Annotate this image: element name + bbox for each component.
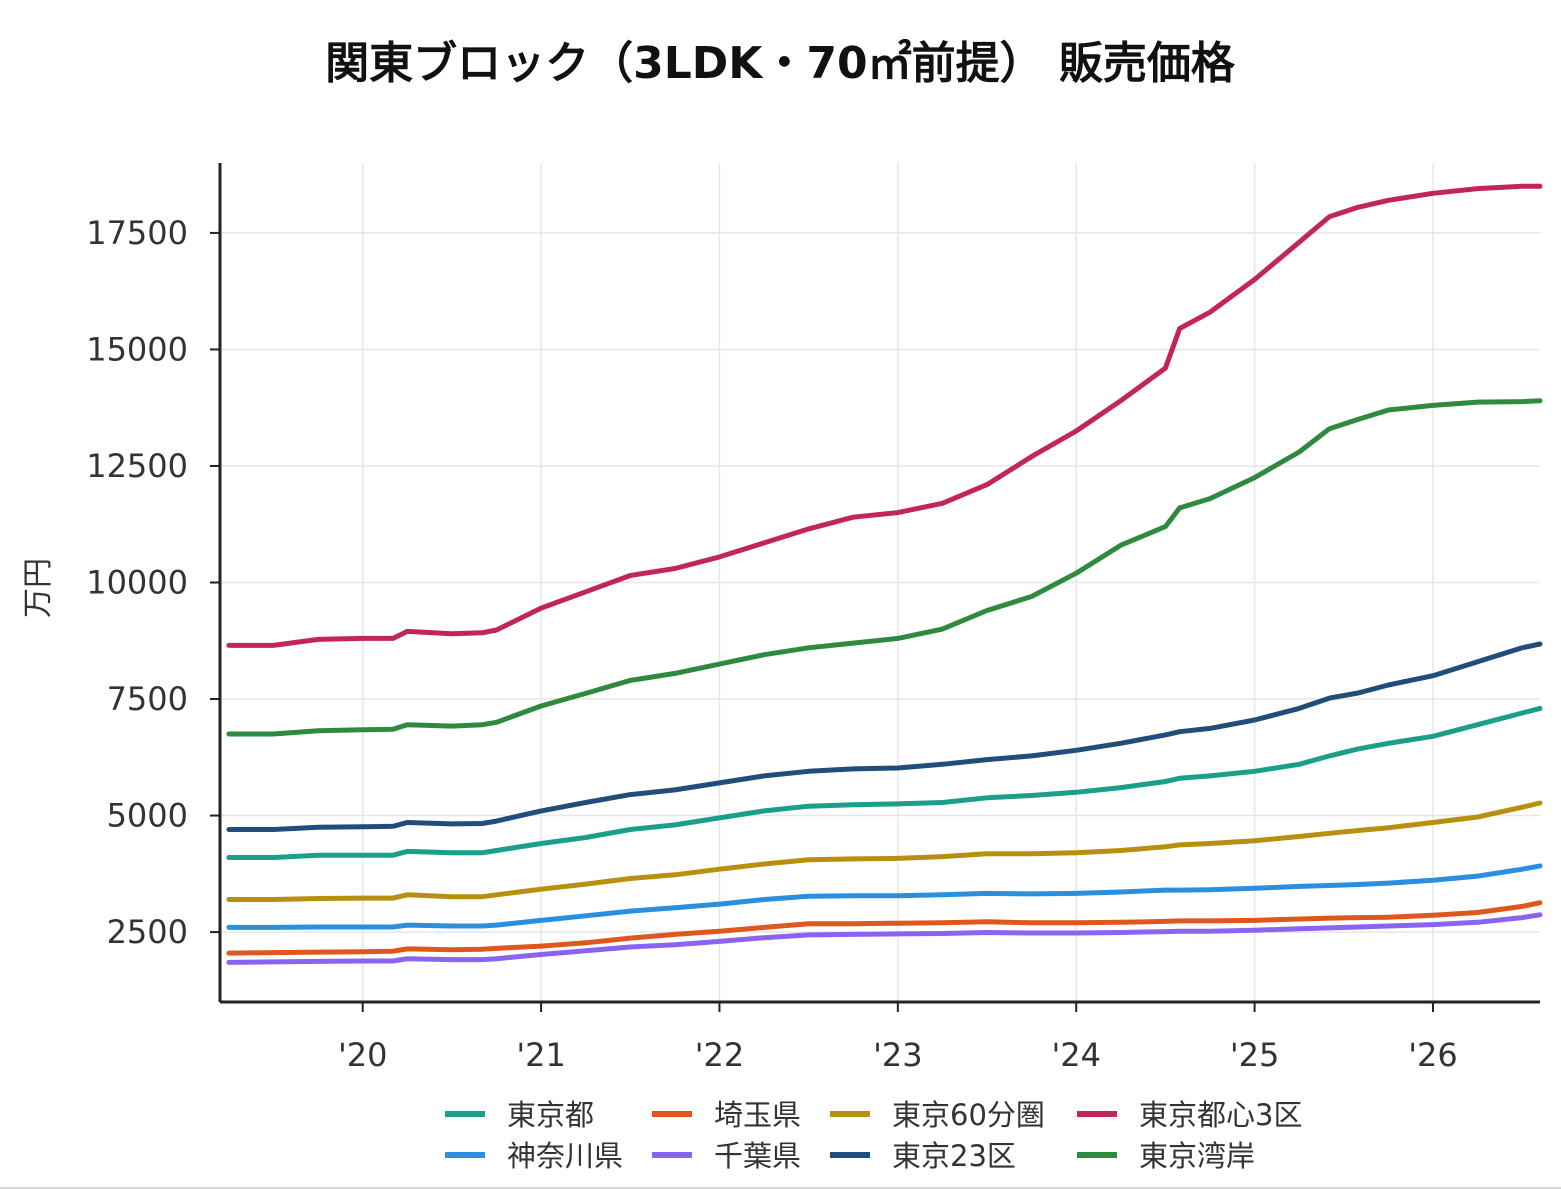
series-line-6 bbox=[226, 912, 1543, 965]
y-tick-label: 7500 bbox=[107, 680, 188, 718]
grid-lines bbox=[220, 163, 1540, 1002]
x-tick-label: '21 bbox=[516, 1036, 566, 1074]
y-tick-label: 5000 bbox=[107, 797, 188, 835]
x-tick-label: '23 bbox=[873, 1036, 923, 1074]
series-lines bbox=[226, 183, 1543, 965]
y-tick-label: 15000 bbox=[86, 330, 188, 368]
series-line-4 bbox=[226, 183, 1543, 648]
series-line-7 bbox=[226, 641, 1543, 832]
series-line-3 bbox=[226, 800, 1543, 902]
legend-label: 神奈川県 bbox=[507, 1139, 623, 1173]
series-line-2 bbox=[226, 900, 1543, 956]
bottom-divider bbox=[0, 1187, 1561, 1189]
chart-title: 関東ブロック（3LDK・70㎡前提） 販売価格 bbox=[325, 38, 1236, 89]
legend-label: 東京湾岸 bbox=[1139, 1139, 1255, 1173]
x-tick-label: '20 bbox=[338, 1036, 388, 1074]
y-tick-label: 12500 bbox=[86, 447, 188, 485]
y-tick-label: 17500 bbox=[86, 214, 188, 252]
x-tick-label: '24 bbox=[1051, 1036, 1101, 1074]
y-tick-label: 2500 bbox=[107, 913, 188, 951]
legend-label: 東京60分圏 bbox=[892, 1098, 1045, 1132]
x-tick-label: '22 bbox=[695, 1036, 745, 1074]
series-line-5 bbox=[226, 863, 1543, 930]
legend-label: 東京都 bbox=[507, 1098, 594, 1132]
x-tick-label: '26 bbox=[1408, 1036, 1458, 1074]
series-line-8 bbox=[226, 398, 1543, 737]
axes: 2500 5000 7500 10000 12500 15000 17500 '20 '21 '2… bbox=[86, 163, 1540, 1074]
legend-label: 東京23区 bbox=[892, 1139, 1016, 1173]
legend-label: 東京都心3区 bbox=[1139, 1098, 1302, 1132]
y-axis-label: 万円 bbox=[21, 558, 56, 618]
series-line-1 bbox=[226, 705, 1543, 860]
legend-label: 埼玉県 bbox=[714, 1098, 801, 1132]
y-tick-label: 10000 bbox=[86, 564, 188, 602]
x-tick-label: '25 bbox=[1230, 1036, 1280, 1074]
legend-label: 千葉県 bbox=[714, 1139, 801, 1173]
